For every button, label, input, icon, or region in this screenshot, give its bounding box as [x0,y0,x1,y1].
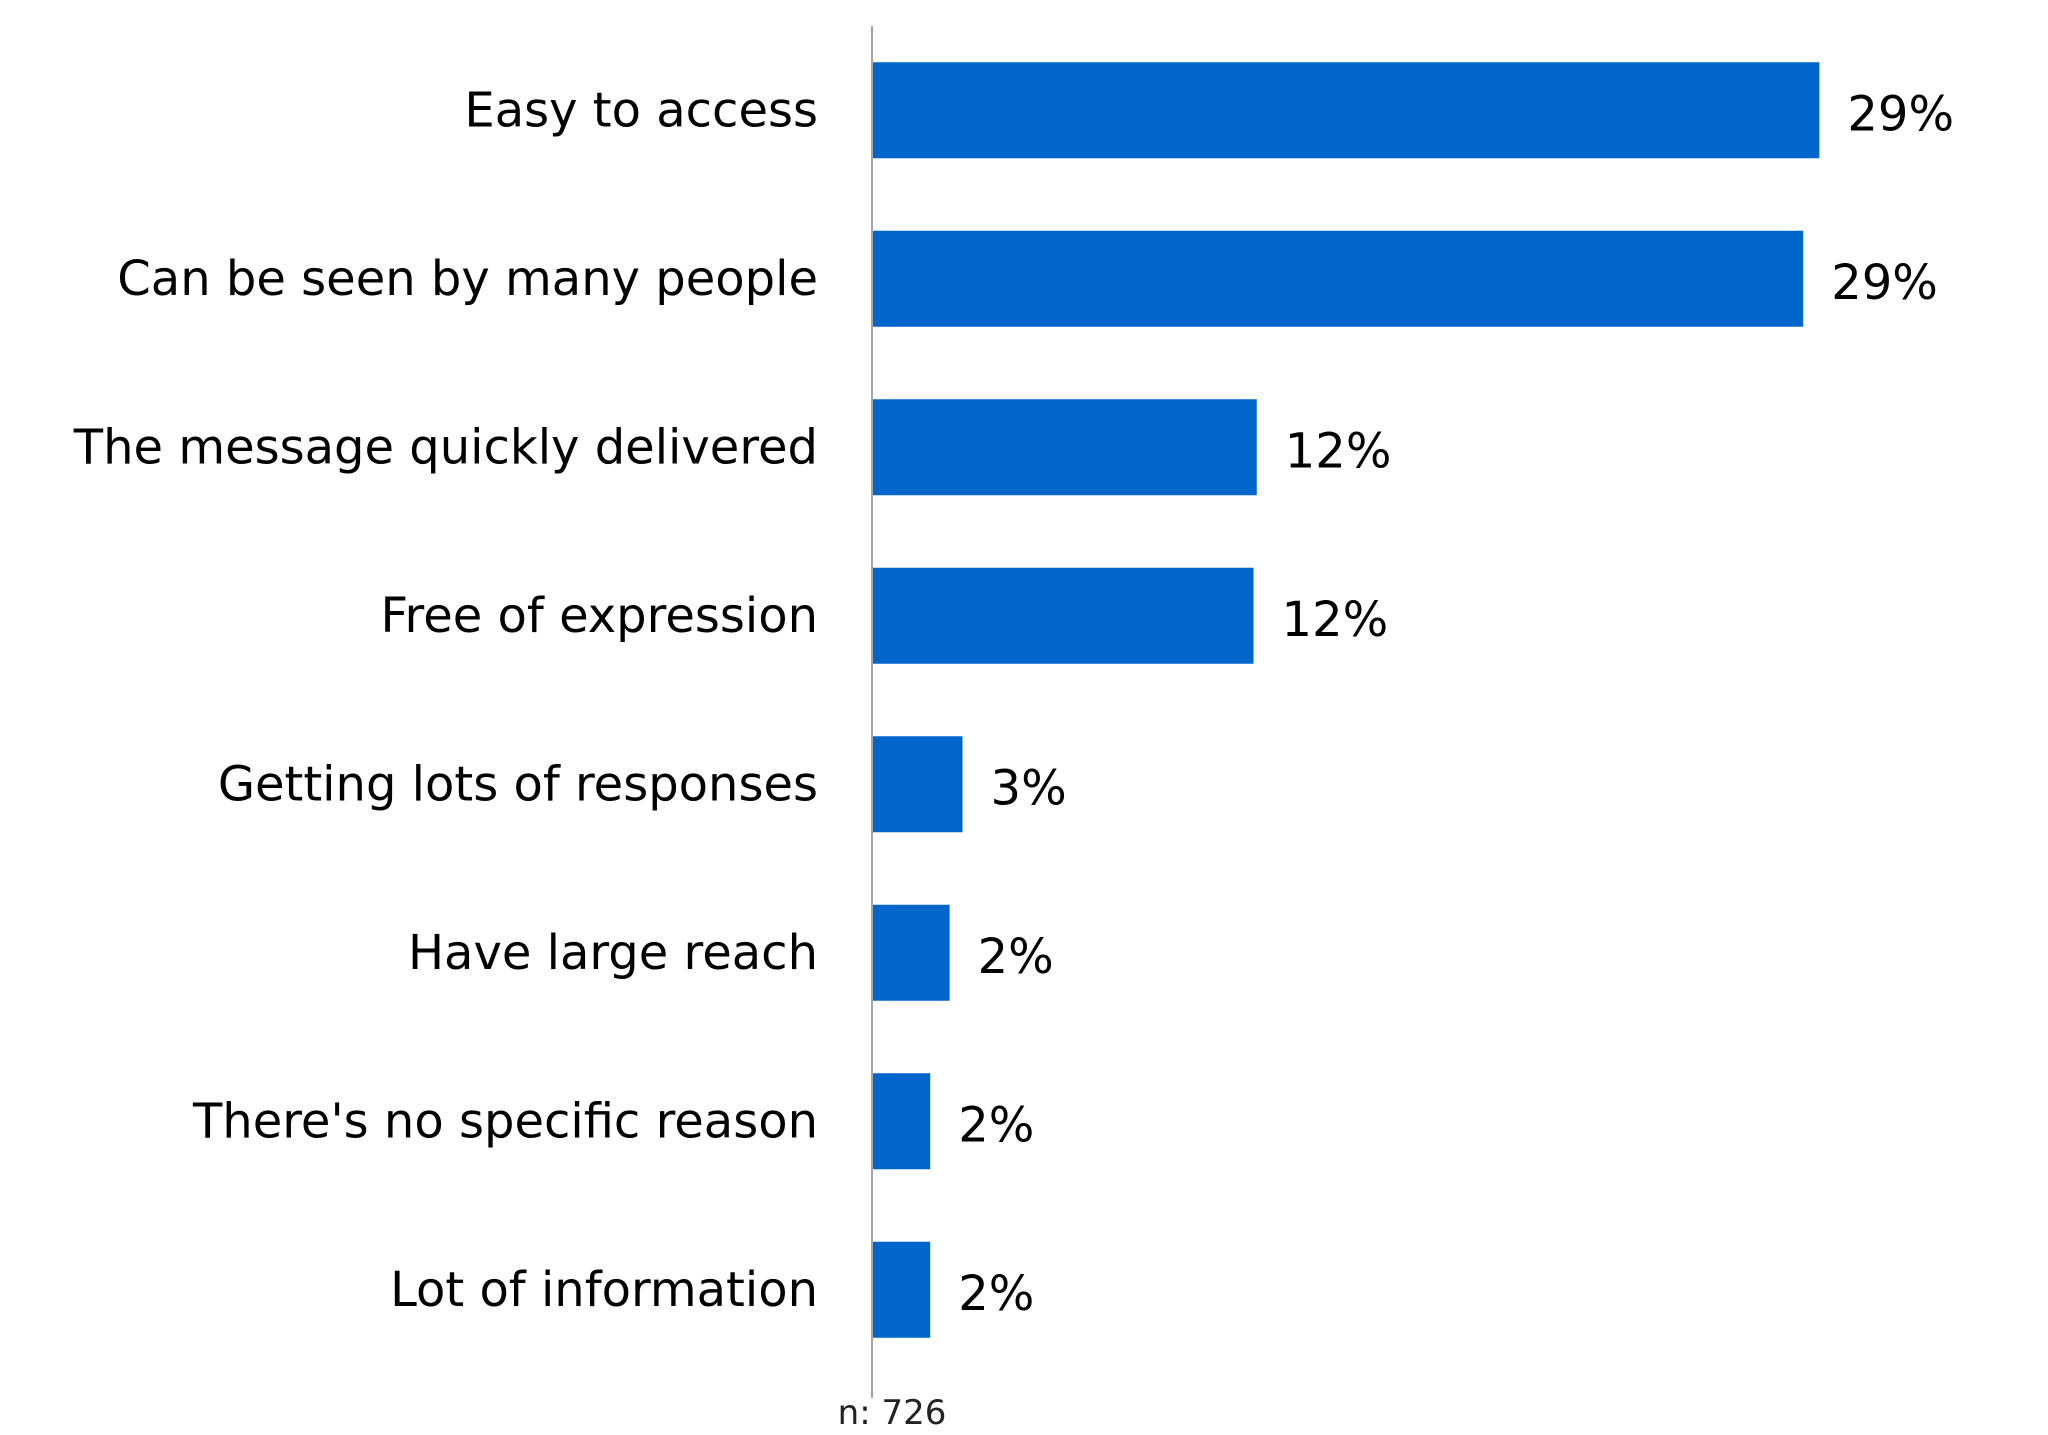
category-label-lot-of-information: Lot of information [390,1262,818,1318]
value-labels: 29% 29% 12% 12% 3% 2% 2% 2% [958,86,1954,1322]
bar-easy-to-access [872,62,1820,159]
value-label-getting-lots-of-responses: 3% [991,760,1067,816]
category-label-can-be-seen-by-many-people: Can be seen by many people [117,251,818,307]
bars [872,62,1820,1338]
category-label-there-s-no-specific-reason: There's no specific reason [192,1093,818,1149]
category-label-easy-to-access: Easy to access [464,82,818,138]
bar-can-be-seen-by-many-people [872,230,1804,327]
value-label-the-message-quickly-delivered: 12% [1285,423,1392,479]
bar-have-large-reach [872,904,950,1001]
value-label-free-of-expression: 12% [1282,592,1389,648]
value-label-lot-of-information: 2% [958,1266,1034,1322]
value-label-can-be-seen-by-many-people: 29% [1831,255,1938,311]
value-label-have-large-reach: 2% [978,929,1054,985]
value-label-easy-to-access: 29% [1847,86,1954,142]
category-label-getting-lots-of-responses: Getting lots of responses [218,756,818,812]
category-label-have-large-reach: Have large reach [408,925,818,981]
bar-lot-of-information [872,1241,931,1338]
category-label-free-of-expression: Free of expression [380,588,818,644]
bar-free-of-expression [872,567,1254,664]
bar-the-message-quickly-delivered [872,399,1257,496]
bar-there-s-no-specific-reason [872,1073,931,1170]
category-labels: Easy to access Can be seen by many people… [73,82,818,1318]
bar-getting-lots-of-responses [872,736,963,833]
sample-size-note: n: 726 [838,1393,947,1433]
value-label-there-s-no-specific-reason: 2% [958,1097,1034,1153]
category-label-the-message-quickly-delivered: The message quickly delivered [73,419,818,475]
